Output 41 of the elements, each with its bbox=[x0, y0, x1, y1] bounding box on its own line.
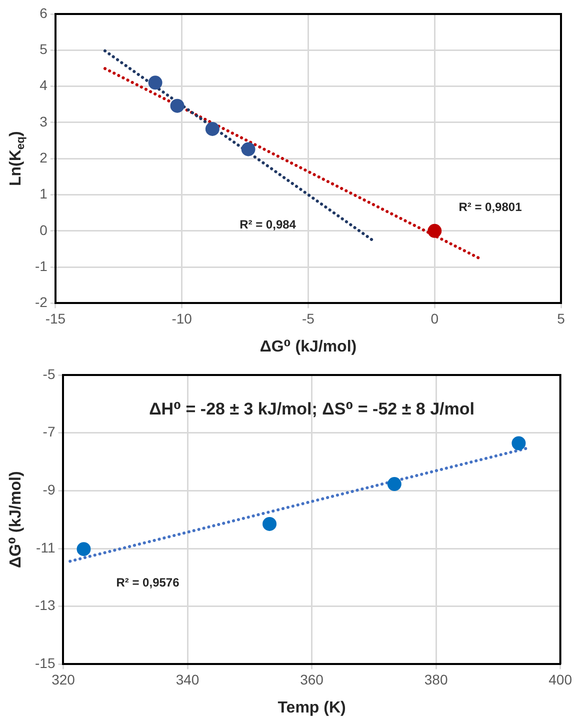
y-tick-label: 1 bbox=[40, 186, 48, 202]
y-tick-label: 3 bbox=[40, 113, 48, 130]
point bbox=[76, 542, 91, 556]
point bbox=[512, 436, 526, 450]
y-tick-label: 0 bbox=[40, 222, 48, 238]
x-tick-label: 400 bbox=[548, 671, 572, 688]
y-tick-label: -13 bbox=[35, 597, 56, 614]
y-axis-title: ΔG⁰ (kJ/mol) bbox=[7, 471, 24, 568]
y-tick-label: 2 bbox=[40, 149, 48, 166]
point bbox=[387, 477, 402, 492]
x-axis-title: Temp (K) bbox=[278, 699, 346, 716]
point bbox=[170, 98, 184, 113]
y-tick-label: -2 bbox=[34, 294, 48, 310]
annotation: ΔH⁰ = -28 ± 3 kJ/mol; ΔS⁰ = -52 ± 8 J/mol bbox=[149, 399, 474, 418]
y-tick-label: -11 bbox=[36, 539, 56, 556]
x-tick-label: 5 bbox=[557, 310, 566, 326]
x-tick-label: 0 bbox=[430, 310, 439, 326]
x-tick-label: -5 bbox=[302, 310, 315, 326]
point bbox=[241, 142, 256, 156]
y-tick-label: -9 bbox=[42, 482, 56, 498]
point bbox=[428, 224, 442, 238]
x-tick-label: 320 bbox=[52, 671, 76, 688]
annotation: R² = 0,9576 bbox=[116, 576, 180, 590]
x-axis-title: ΔG⁰ (kJ/mol) bbox=[260, 338, 357, 356]
y-tick-label: -1 bbox=[34, 258, 48, 274]
x-tick-label: 340 bbox=[176, 671, 200, 688]
annotation: R² = 0,984 bbox=[240, 217, 296, 232]
y-axis-title: Ln(Keq) bbox=[7, 131, 27, 186]
y-tick-label: -15 bbox=[35, 655, 56, 672]
y-tick-label: -7 bbox=[42, 424, 56, 440]
y-tick-label: 4 bbox=[40, 77, 48, 94]
point bbox=[262, 516, 277, 531]
x-tick-label: -10 bbox=[172, 310, 192, 326]
y-tick-label: 6 bbox=[40, 4, 48, 21]
annotation: R² = 0,9801 bbox=[458, 200, 522, 214]
x-tick-label: 360 bbox=[300, 671, 324, 688]
point bbox=[148, 76, 162, 90]
y-tick-label: -5 bbox=[42, 366, 56, 382]
y-tick-label: 5 bbox=[40, 41, 48, 58]
x-tick-label: 380 bbox=[424, 671, 448, 688]
point bbox=[205, 122, 220, 136]
